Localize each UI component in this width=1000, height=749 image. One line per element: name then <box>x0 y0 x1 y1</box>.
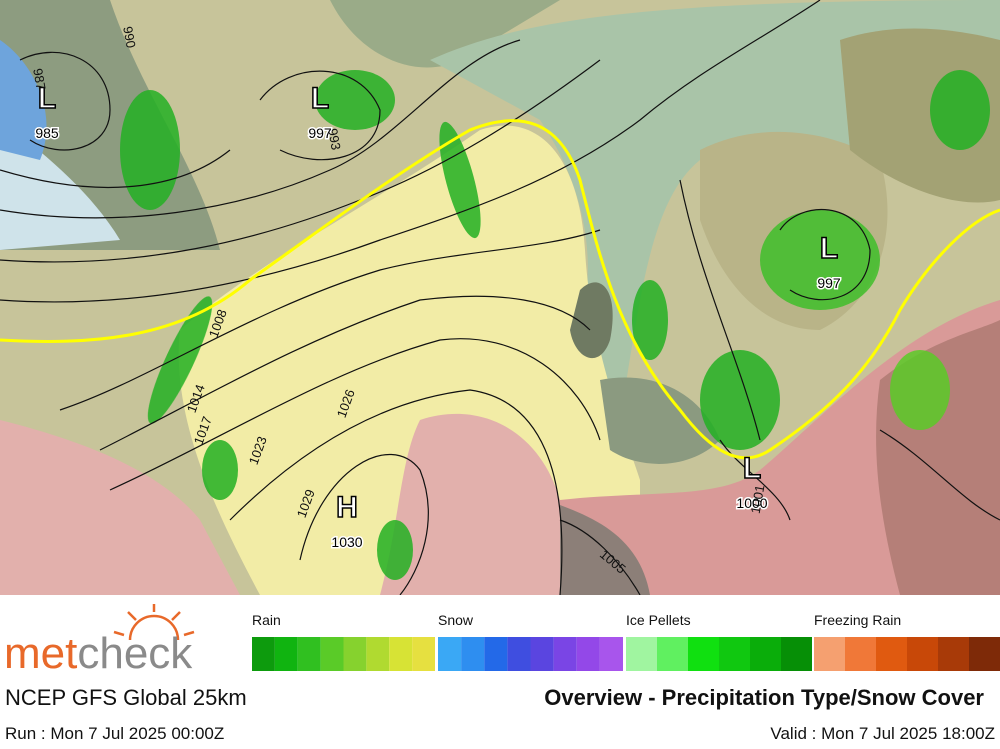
legend-swatch <box>389 637 413 671</box>
legend-swatch <box>938 637 969 671</box>
legend-swatch <box>553 637 577 671</box>
legend-swatch <box>781 637 812 671</box>
pressure-value: 997 <box>308 125 332 141</box>
legend-label: Ice Pellets <box>626 612 691 628</box>
legend-swatch <box>530 637 554 671</box>
run-time: Run : Mon 7 Jul 2025 00:00Z <box>5 724 224 743</box>
legend-label: Snow <box>438 612 474 628</box>
legend-swatch <box>845 637 876 671</box>
pressure-symbol: L <box>743 452 761 485</box>
pressure-symbol: L <box>38 82 56 115</box>
legend-swatch <box>969 637 1000 671</box>
pressure-value: 1030 <box>331 534 362 550</box>
legend-swatch <box>252 637 275 671</box>
pressure-symbol: L <box>820 232 838 265</box>
isobar-label: 987 <box>30 67 49 91</box>
legend-swatch <box>438 637 462 671</box>
legend-swatch <box>814 637 845 671</box>
legend-swatch <box>719 637 750 671</box>
pressure-symbol: H <box>336 491 358 524</box>
legend-swatch <box>412 637 435 671</box>
legend: Rain Snow Ice Pellets Freezing Rain <box>252 612 1000 671</box>
model-name: NCEP GFS Global 25km <box>5 685 247 710</box>
legend-swatch <box>688 637 719 671</box>
legend-swatch <box>750 637 781 671</box>
legend-swatch <box>599 637 623 671</box>
logo-text: metcheck <box>4 629 193 678</box>
legend-swatch <box>461 637 485 671</box>
pressure-value: 985 <box>35 125 59 141</box>
logo: metcheck <box>4 604 195 678</box>
isobar-label: 990 <box>120 25 139 49</box>
pressure-value: 1000 <box>736 495 767 511</box>
legend-swatch <box>297 637 321 671</box>
freezing-level-line <box>0 119 1000 460</box>
map-title: Overview - Precipitation Type/Snow Cover <box>544 685 984 710</box>
pressure-symbol: L <box>311 82 329 115</box>
legend-swatch <box>507 637 531 671</box>
legend-label: Freezing Rain <box>814 612 901 628</box>
map-background <box>0 0 1000 595</box>
rain-areas <box>120 70 990 580</box>
isobar-label: 1001 <box>748 484 768 515</box>
legend-swatch <box>626 637 657 671</box>
legend-swatch <box>320 637 344 671</box>
isobars <box>0 0 1000 596</box>
legend-swatch <box>484 637 508 671</box>
legend-swatch <box>657 637 688 671</box>
legend-swatch <box>343 637 367 671</box>
legend-swatch <box>274 637 298 671</box>
isobar-label: 993 <box>325 127 344 151</box>
legend-swatch <box>876 637 907 671</box>
valid-time: Valid : Mon 7 Jul 2025 18:00Z <box>770 724 995 743</box>
pressure-value: 997 <box>817 275 841 291</box>
legend-swatch <box>366 637 390 671</box>
pressure-labels: L985L997L997L1000H1030990987993100810141… <box>30 25 842 576</box>
legend-label: Rain <box>252 612 281 628</box>
legend-swatch <box>576 637 600 671</box>
legend-swatch <box>907 637 938 671</box>
